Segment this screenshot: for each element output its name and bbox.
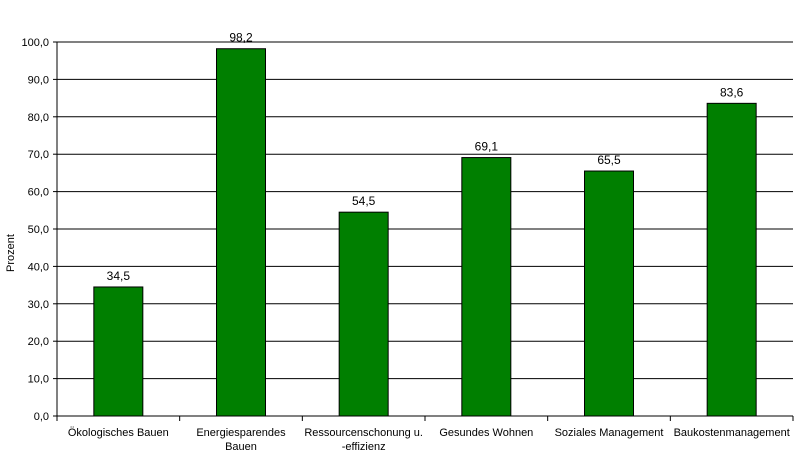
bar: [584, 170, 634, 417]
y-tick-label: 90,0: [28, 74, 49, 86]
category-label: Energiesparendes Bauen: [196, 427, 286, 453]
y-tick-label: 50,0: [28, 224, 49, 236]
category-label: Baukostenmanagement: [674, 427, 790, 439]
category-label-line: Ressourcenschonung u.: [304, 427, 423, 439]
y-tick-label: 60,0: [28, 187, 49, 199]
data-label: 54,5: [352, 194, 376, 208]
category-label-line: Energiesparendes: [196, 427, 286, 439]
data-label: 83,6: [720, 85, 744, 99]
category-label: Soziales Management: [555, 427, 664, 439]
bar: [338, 211, 389, 417]
data-labels: 34,5 98,2 54,5 69,1 65,5 83,6: [107, 31, 744, 283]
gridlines: [57, 41, 793, 380]
data-label: 69,1: [475, 140, 499, 154]
category-label-line: -effizienz: [342, 441, 386, 453]
y-tick-label: 0,0: [34, 411, 49, 423]
bar: [93, 286, 144, 417]
axes: [56, 42, 794, 421]
bar: [706, 102, 757, 417]
y-tick-label: 80,0: [28, 112, 49, 124]
x-axis-labels: Ökologisches Bauen Energiesparendes Bauen R…: [68, 427, 790, 453]
category-label-line: Bauen: [225, 441, 257, 453]
category-label: Ökologisches Bauen: [68, 427, 169, 439]
data-label: 34,5: [107, 269, 131, 283]
category-label: Ressourcenschonung u. -effizienz: [304, 427, 423, 453]
bar: [461, 157, 512, 417]
category-label-line: Soziales Management: [555, 427, 664, 439]
y-axis-title: Prozent: [5, 234, 17, 272]
y-tick-label: 70,0: [28, 149, 49, 161]
bars: [93, 48, 757, 417]
category-label: Gesundes Wohnen: [439, 427, 533, 439]
category-label-line: Gesundes Wohnen: [439, 427, 533, 439]
data-label: 98,2: [229, 31, 253, 45]
data-label: 65,5: [597, 153, 621, 167]
category-label-line: Baukostenmanagement: [674, 427, 790, 439]
y-axis-ticks: 0,0 10,0 20,0 30,0 40,0 50,0 60,0 70,0 80,0 90,0 1…: [21, 37, 57, 423]
y-tick-label: 40,0: [28, 261, 49, 273]
y-tick-label: 10,0: [28, 374, 49, 386]
y-tick-label: 100,0: [21, 37, 49, 49]
category-label-line: Ökologisches Bauen: [68, 427, 169, 439]
y-tick-label: 30,0: [28, 299, 49, 311]
bar: [216, 48, 266, 417]
y-tick-label: 20,0: [28, 336, 49, 348]
